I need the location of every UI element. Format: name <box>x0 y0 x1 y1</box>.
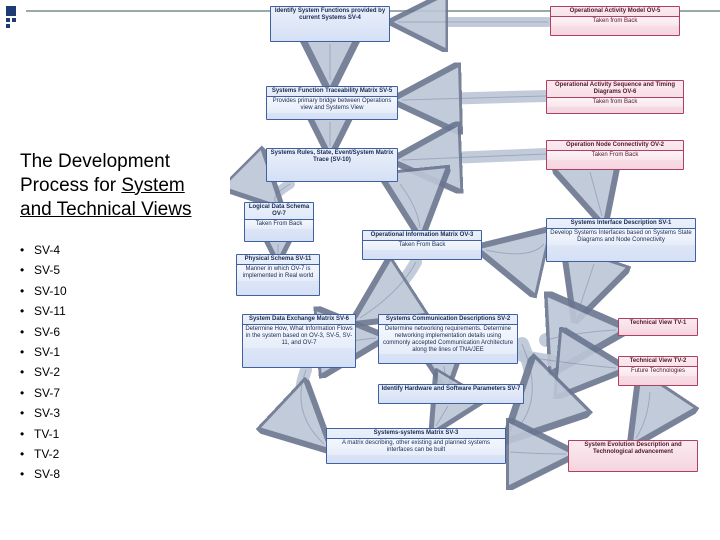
diagram-box-b5: Systems Rules, State, Event/System Matri… <box>266 148 398 182</box>
list-item: SV-3 <box>34 403 67 423</box>
list-item: SV-2 <box>34 362 67 382</box>
box-header: Operational Activity Model OV-5 <box>551 7 679 16</box>
diagram-box-b6: Operation Node Connectivity OV-2Taken Fr… <box>546 140 684 170</box>
box-header: Operation Node Connectivity OV-2 <box>547 141 683 150</box>
box-header: Systems Interface Description SV-1 <box>547 219 695 228</box>
title-u2: and Technical Views <box>20 199 191 220</box>
box-sub: Taken From Back <box>245 219 313 229</box>
box-sub: Future Technologies <box>619 366 697 376</box>
title-line1: The Development <box>20 151 170 172</box>
box-sub: Taken from Back <box>547 97 683 107</box>
list-item: SV-8 <box>34 464 67 484</box>
diagram-box-b14: Technical View TV-2Future Technologies <box>618 356 698 386</box>
box-sub: Provides primary bridge between Operatio… <box>267 96 397 113</box>
process-diagram: Identify System Functions provided by cu… <box>230 0 720 540</box>
diagram-box-b17: System Evolution Description and Technol… <box>568 440 698 472</box>
box-header: Technical View TV-2 <box>619 357 697 366</box>
list-item: SV-11 <box>34 301 67 321</box>
box-sub: Taken from Back <box>551 16 679 26</box>
box-sub: Develop Systems Interfaces based on Syst… <box>547 228 695 245</box>
diagram-box-b9: Operational Information Matrix OV-3Taken… <box>362 230 482 260</box>
box-header: Physical Schema SV-11 <box>237 255 319 264</box>
list-item: SV-10 <box>34 281 67 301</box>
box-sub: Taken From Back <box>363 240 481 250</box>
diagram-box-b11: System Data Exchange Matrix SV-6Determin… <box>242 314 356 368</box>
box-header: Systems Function Traceability Matrix SV-… <box>267 87 397 96</box>
diagram-box-b2: Operational Activity Model OV-5Taken fro… <box>550 6 680 36</box>
box-header: System Evolution Description and Technol… <box>569 441 697 457</box>
diagram-box-b16: Systems-systems Matrix SV-3A matrix desc… <box>326 428 506 464</box>
list-item: TV-1 <box>34 424 67 444</box>
box-header: Technical View TV-1 <box>619 319 697 328</box>
list-item: SV-5 <box>34 260 67 280</box>
diagram-box-b8: Physical Schema SV-11Manner in which OV-… <box>236 254 320 296</box>
diagram-box-b3: Systems Function Traceability Matrix SV-… <box>266 86 398 120</box>
box-header: Identify System Functions provided by cu… <box>271 7 389 23</box>
box-header: Systems Communication Descriptions SV-2 <box>379 315 517 324</box>
box-sub: A matrix describing, other existing and … <box>327 438 505 455</box>
box-sub: Determine networking requirements. Deter… <box>379 324 517 355</box>
diagram-box-b12: Systems Communication Descriptions SV-2D… <box>378 314 518 364</box>
box-sub: Manner in which OV-7 is implemented in R… <box>237 264 319 281</box>
box-header: Operational Activity Sequence and Timing… <box>547 81 683 97</box>
list-item: SV-6 <box>34 322 67 342</box>
box-header: Systems Rules, State, Event/System Matri… <box>267 149 397 165</box>
box-sub: Determine How, What Information Flows in… <box>243 324 355 348</box>
box-header: System Data Exchange Matrix SV-6 <box>243 315 355 324</box>
list-item: SV-1 <box>34 342 67 362</box>
list-item: SV-4 <box>34 240 67 260</box>
box-header: Identify Hardware and Software Parameter… <box>379 385 523 394</box>
diagram-box-b7: Logical Data Schema OV-7Taken From Back <box>244 202 314 242</box>
diagram-box-b4: Operational Activity Sequence and Timing… <box>546 80 684 114</box>
slide-accent-icon <box>0 0 24 40</box>
title-u1: System <box>121 175 184 196</box>
box-header: Logical Data Schema OV-7 <box>245 203 313 219</box>
box-sub: Taken From Back <box>547 150 683 160</box>
views-list: SV-4SV-5SV-10SV-11SV-6SV-1SV-2SV-7SV-3TV… <box>34 240 67 485</box>
list-item: TV-2 <box>34 444 67 464</box>
diagram-box-b13: Technical View TV-1 <box>618 318 698 336</box>
list-item: SV-7 <box>34 383 67 403</box>
diagram-box-b1: Identify System Functions provided by cu… <box>270 6 390 42</box>
diagram-box-b15: Identify Hardware and Software Parameter… <box>378 384 524 404</box>
title-line2: Process for <box>20 175 121 196</box>
box-header: Operational Information Matrix OV-3 <box>363 231 481 240</box>
diagram-box-b10: Systems Interface Description SV-1Develo… <box>546 218 696 262</box>
box-header: Systems-systems Matrix SV-3 <box>327 429 505 438</box>
page-title: The Development Process for System and T… <box>20 150 220 221</box>
